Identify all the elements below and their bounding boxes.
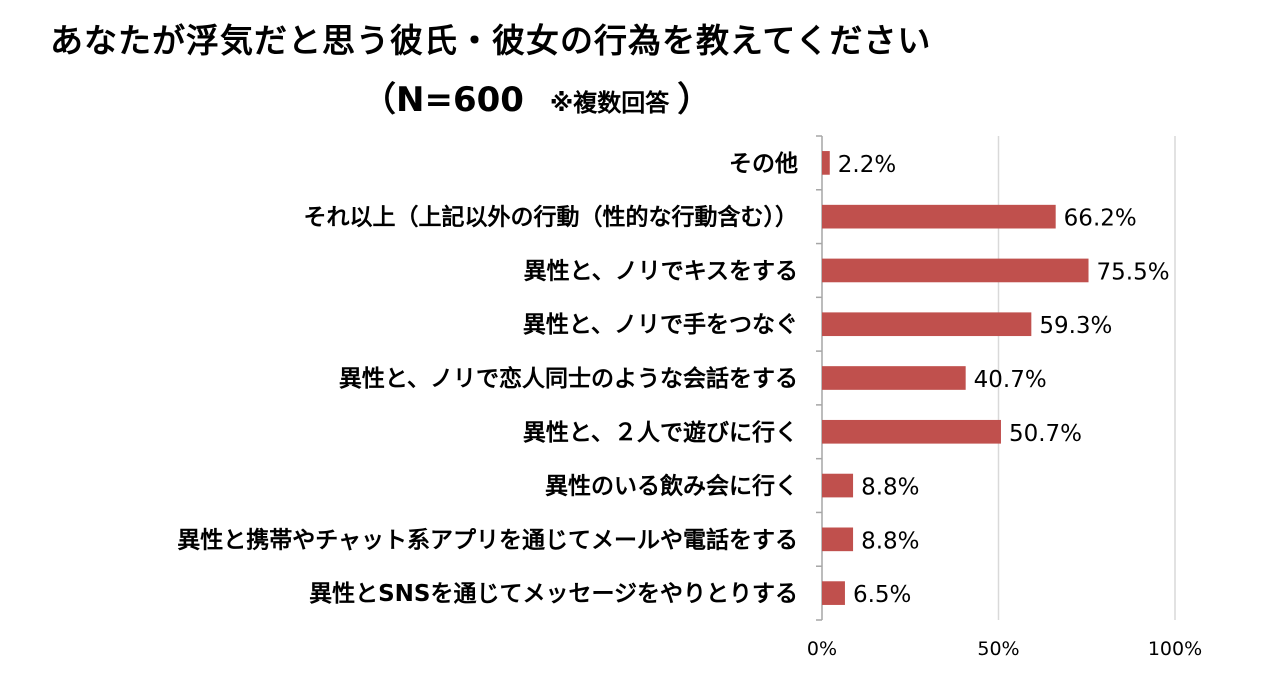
bar xyxy=(822,527,854,552)
bar xyxy=(822,473,854,498)
subtitle-close-paren: ） xyxy=(677,80,712,120)
chart-subtitle: （N=600 ※複数回答） xyxy=(362,72,711,121)
data-label: 59.3% xyxy=(1039,313,1112,339)
bar xyxy=(822,312,1032,337)
bar xyxy=(822,151,830,175)
category-label: 異性と、ノリで恋人同士のような会話をする xyxy=(339,365,798,392)
category-label: 異性と、２人で遊びに行く xyxy=(523,419,798,446)
x-tick-label: 0% xyxy=(807,638,837,660)
value-labels: 2.2% 66.2% 75.5% 59.3% 40.7% 50.7% 8.8% 8.8% 6.5… xyxy=(838,152,1170,608)
category-label: それ以上（上記以外の行動（性的な行動含む）） xyxy=(304,204,799,231)
data-label: 6.5% xyxy=(853,582,911,608)
bars xyxy=(822,151,1089,605)
multiple-answer-note: ※複数回答 xyxy=(549,89,670,117)
category-label: その他 xyxy=(729,151,798,177)
chart-title: あなたが浮気だと思う彼氏・彼女の行為を教えてください xyxy=(50,21,932,60)
data-label: 8.8% xyxy=(861,528,919,554)
bar xyxy=(822,366,966,390)
bar xyxy=(822,581,845,605)
bar xyxy=(822,204,1056,229)
data-label: 2.2% xyxy=(838,152,896,178)
category-label: 異性と、ノリで手をつなぐ xyxy=(523,312,798,338)
category-label: 異性のいる飲み会に行く xyxy=(545,473,798,500)
data-label: 50.7% xyxy=(1009,421,1082,447)
category-label: 異性と、ノリでキスをする xyxy=(524,258,798,284)
data-label: 66.2% xyxy=(1064,206,1137,232)
category-labels: その他それ以上（上記以外の行動（性的な行動含む））異性と、ノリでキスをする異性と… xyxy=(177,151,798,607)
x-tick-label: 100% xyxy=(1148,638,1202,660)
bar xyxy=(822,258,1089,283)
category-label: 異性とSNSを通じてメッセージをやりとりする xyxy=(309,581,798,607)
x-tick-label: 50% xyxy=(977,638,1019,660)
x-axis-ticks: 0% 50% 100% xyxy=(807,638,1202,660)
bar xyxy=(822,419,1001,444)
category-label: 異性と携帯やチャット系アプリを通じてメールや電話をする xyxy=(177,526,798,553)
data-label: 75.5% xyxy=(1097,259,1170,285)
subtitle-open-paren: （ xyxy=(362,80,396,120)
sample-size-label: N=600 xyxy=(396,80,524,120)
data-label: 8.8% xyxy=(861,475,919,501)
data-label: 40.7% xyxy=(974,367,1047,393)
